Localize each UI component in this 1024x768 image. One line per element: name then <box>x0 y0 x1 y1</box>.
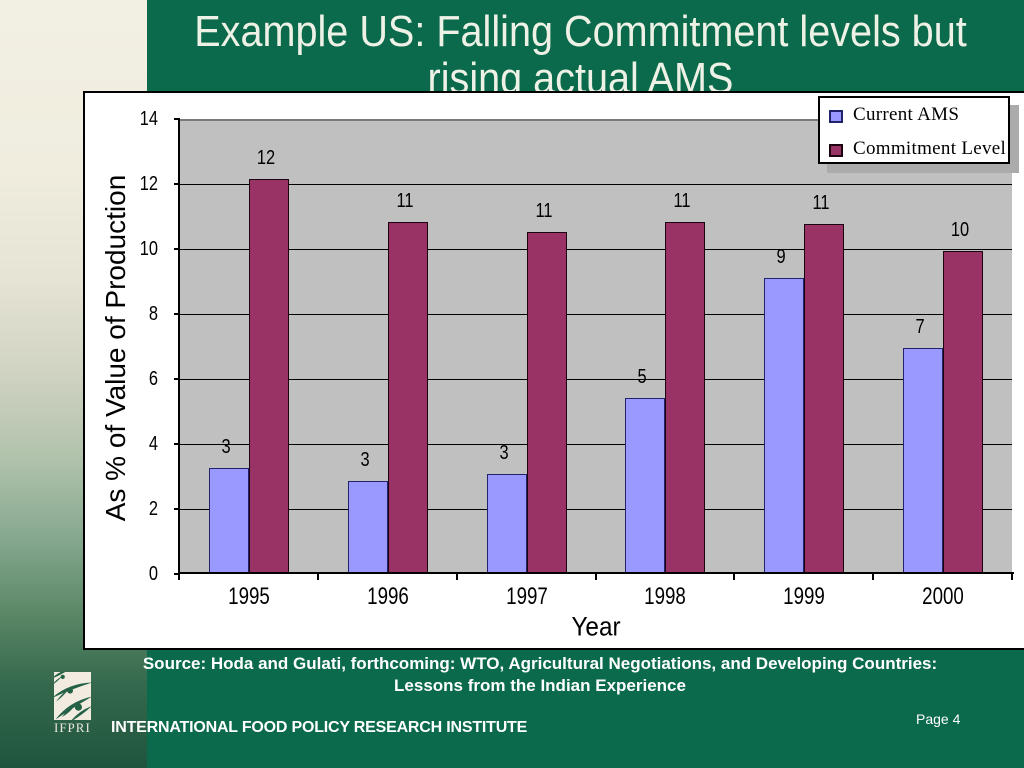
svg-text:IFPRI: IFPRI <box>54 720 91 735</box>
